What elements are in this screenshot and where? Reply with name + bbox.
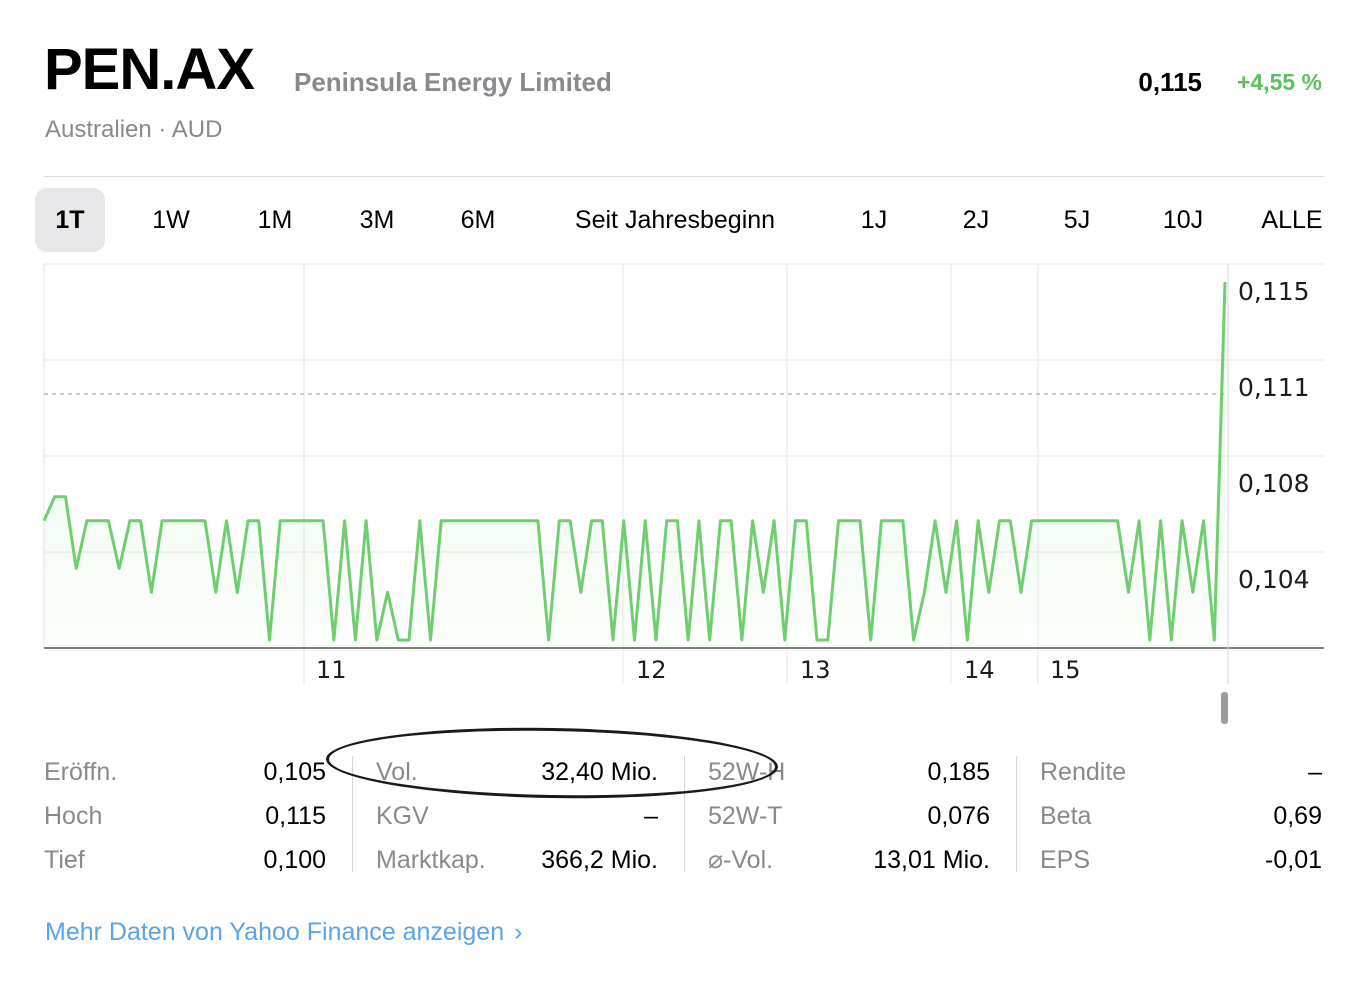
- tab-2j[interactable]: 2J: [962, 206, 990, 234]
- stat-label: Rendite: [1040, 758, 1127, 786]
- x-tick-4: 15: [1050, 656, 1081, 684]
- stat-label: Beta: [1040, 802, 1092, 830]
- stat-value: 0,076: [927, 802, 990, 830]
- stats-column-3: 52W-H 0,185 52W-T 0,076 ⌀-Vol. 13,01 Mio.: [708, 750, 998, 874]
- stat-beta: Beta 0,69: [1040, 798, 1322, 834]
- stat-volume: Vol. 32,40 Mio.: [376, 754, 658, 790]
- tab-1w[interactable]: 1W: [152, 206, 190, 234]
- tab-alle[interactable]: ALLE: [1261, 206, 1323, 234]
- stat-label: Marktkap.: [376, 846, 486, 874]
- x-tick-3: 14: [964, 656, 995, 684]
- x-tick-0: 11: [316, 656, 347, 684]
- chevron-right-icon: ›: [514, 918, 523, 946]
- tab-6m[interactable]: 6M: [460, 206, 496, 234]
- tab-5j[interactable]: 5J: [1063, 206, 1091, 234]
- stat-label: ⌀-Vol.: [708, 846, 774, 874]
- yahoo-finance-link[interactable]: Mehr Daten von Yahoo Finance anzeigen ›: [45, 914, 522, 950]
- price-change: +4,55 %: [1236, 69, 1322, 95]
- tab-ytd[interactable]: Seit Jahresbeginn: [574, 206, 776, 234]
- stat-value: 0,105: [263, 758, 326, 786]
- column-separator: [352, 756, 353, 872]
- stat-value: 0,69: [1273, 802, 1322, 830]
- stats-grid: Eröffn. 0,105 Hoch 0,115 Tief 0,100 Vol. 32,…: [44, 750, 1324, 880]
- range-tabs: 1T 1W 1M 3M 6M Seit Jahresbeginn 1J 2J 5…: [35, 188, 1327, 252]
- stat-low: Tief 0,100: [44, 842, 326, 878]
- stat-value: 13,01 Mio.: [873, 846, 990, 874]
- horizontal-gridlines: [44, 263, 1324, 553]
- stat-label: Eröffn.: [44, 758, 118, 786]
- stat-pe: KGV –: [376, 798, 658, 834]
- column-separator: [1016, 756, 1017, 872]
- stat-eps: EPS -0,01: [1040, 842, 1322, 878]
- header-divider: [44, 176, 1324, 177]
- stat-value: 0,100: [263, 846, 326, 874]
- price-chart[interactable]: 0,115 0,111 0,108 0,104 11 12 13 14 15: [0, 0, 1372, 730]
- stat-yield: Rendite –: [1040, 754, 1322, 790]
- price-area: [44, 282, 1225, 648]
- y-tick-3: 0,104: [1238, 565, 1310, 594]
- stat-label: KGV: [376, 802, 429, 830]
- x-tick-1: 12: [636, 656, 667, 684]
- stat-value: -0,01: [1265, 846, 1322, 874]
- stat-label: Tief: [44, 846, 85, 874]
- stat-value: 0,115: [265, 802, 326, 830]
- tab-3m[interactable]: 3M: [359, 206, 395, 234]
- stat-market-cap: Marktkap. 366,2 Mio.: [376, 842, 658, 878]
- stat-label: 52W-H: [708, 758, 786, 786]
- stat-label: 52W-T: [708, 802, 783, 830]
- y-tick-0: 0,115: [1238, 277, 1310, 306]
- tab-1j[interactable]: 1J: [860, 206, 888, 234]
- y-tick-2: 0,108: [1238, 469, 1310, 498]
- stat-52w-high: 52W-H 0,185: [708, 754, 990, 790]
- stat-value: 32,40 Mio.: [541, 758, 658, 786]
- stat-value: 366,2 Mio.: [541, 846, 658, 874]
- stat-label: Hoch: [44, 802, 103, 830]
- stat-value: –: [644, 802, 658, 830]
- stats-column-1: Eröffn. 0,105 Hoch 0,115 Tief 0,100: [44, 750, 334, 874]
- stat-label: EPS: [1040, 846, 1091, 874]
- stat-value: 0,185: [927, 758, 990, 786]
- y-tick-1: 0,111: [1238, 373, 1310, 402]
- link-label: Mehr Daten von Yahoo Finance anzeigen: [45, 918, 505, 946]
- stat-52w-low: 52W-T 0,076: [708, 798, 990, 834]
- ticker-symbol: PEN.AX: [44, 37, 255, 102]
- tab-10j[interactable]: 10J: [1162, 206, 1204, 234]
- stat-open: Eröffn. 0,105: [44, 754, 326, 790]
- stat-avg-volume: ⌀-Vol. 13,01 Mio.: [708, 842, 990, 878]
- exchange-currency: Australien · AUD: [45, 116, 223, 143]
- tab-1t[interactable]: 1T: [35, 188, 105, 252]
- stats-column-4: Rendite – Beta 0,69 EPS -0,01: [1040, 750, 1330, 874]
- stats-column-2: Vol. 32,40 Mio. KGV – Marktkap. 366,2 Mio.: [376, 750, 666, 874]
- company-name: Peninsula Energy Limited: [294, 67, 612, 97]
- column-separator: [684, 756, 685, 872]
- tab-1m[interactable]: 1M: [257, 206, 293, 234]
- stat-high: Hoch 0,115: [44, 798, 326, 834]
- stat-value: –: [1308, 758, 1322, 786]
- stat-label: Vol.: [376, 758, 418, 786]
- y-axis-labels: 0,115 0,111 0,108 0,104: [1238, 277, 1310, 594]
- x-tick-2: 13: [800, 656, 831, 684]
- x-axis-labels: 11 12 13 14 15: [316, 656, 1081, 684]
- price-line: [42, 281, 1227, 642]
- current-price: 0,115: [1138, 67, 1202, 97]
- scrollbar-thumb[interactable]: [1221, 692, 1228, 724]
